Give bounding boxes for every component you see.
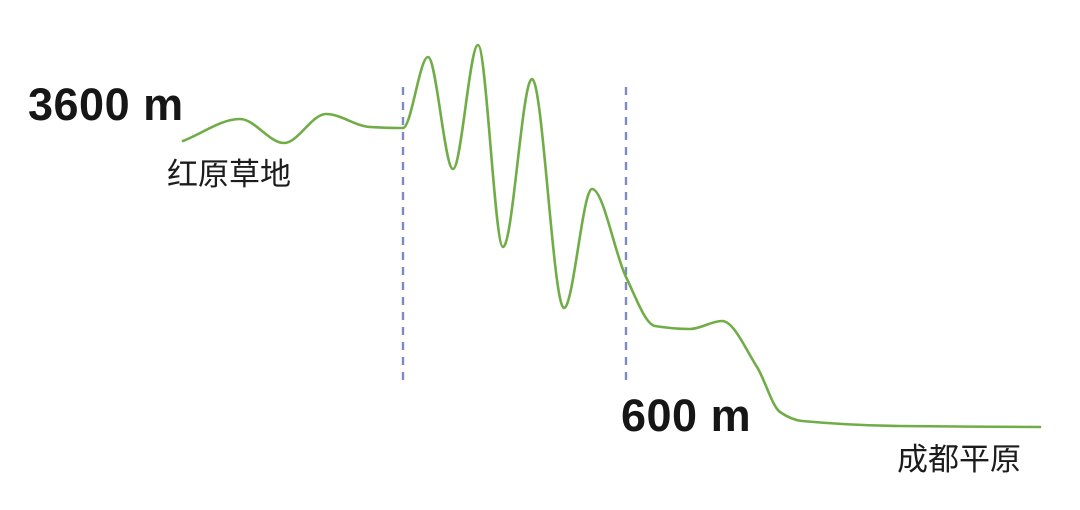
elevation-label-end: 600 m [621, 390, 752, 441]
region-label-chengdu-plain: 成都平原 [897, 442, 1021, 477]
elevation-label-start: 3600 m [28, 79, 184, 130]
region-label-hongyuan-grassland: 红原草地 [167, 157, 291, 192]
elevation-profile-curve [181, 43, 1042, 429]
